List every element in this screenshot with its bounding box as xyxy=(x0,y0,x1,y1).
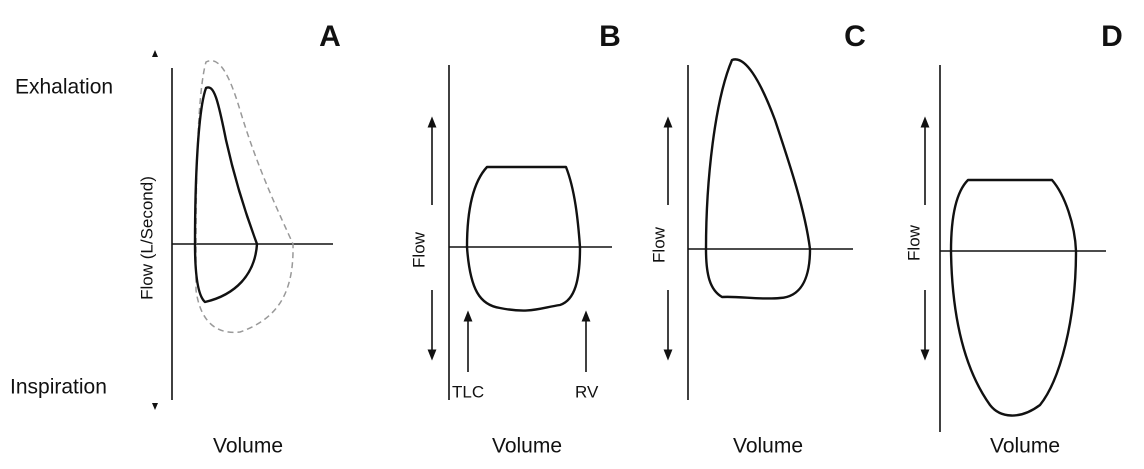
loop xyxy=(465,165,582,312)
loop xyxy=(193,86,259,304)
panel-a: A Exhalation Inspiration Flow (L/Second)… xyxy=(10,20,341,458)
loop xyxy=(704,58,812,300)
panel-label: D xyxy=(1101,20,1123,53)
marker-label: TLC xyxy=(452,382,484,401)
y-label: Flow xyxy=(649,226,668,263)
marker-label: RV xyxy=(575,382,599,401)
loop xyxy=(949,178,1078,417)
panel-d: D Flow Volume xyxy=(904,20,1122,458)
bottom-label: Inspiration xyxy=(10,376,107,399)
y-label: Flow (L/Second) xyxy=(137,176,156,300)
x-label: Volume xyxy=(733,435,803,458)
panel-b: B Flow TLC RV Volume xyxy=(409,20,620,458)
x-label: Volume xyxy=(213,435,283,458)
panel-label: A xyxy=(319,20,341,53)
panel-label: B xyxy=(599,20,621,53)
panel-c: C Flow Volume xyxy=(649,20,865,458)
panel-label: C xyxy=(844,20,866,53)
top-label: Exhalation xyxy=(15,76,113,99)
y-label: Flow xyxy=(409,231,428,268)
x-label: Volume xyxy=(990,435,1060,458)
x-label: Volume xyxy=(492,435,562,458)
normal-loop xyxy=(195,60,294,334)
y-label: Flow xyxy=(904,224,923,261)
